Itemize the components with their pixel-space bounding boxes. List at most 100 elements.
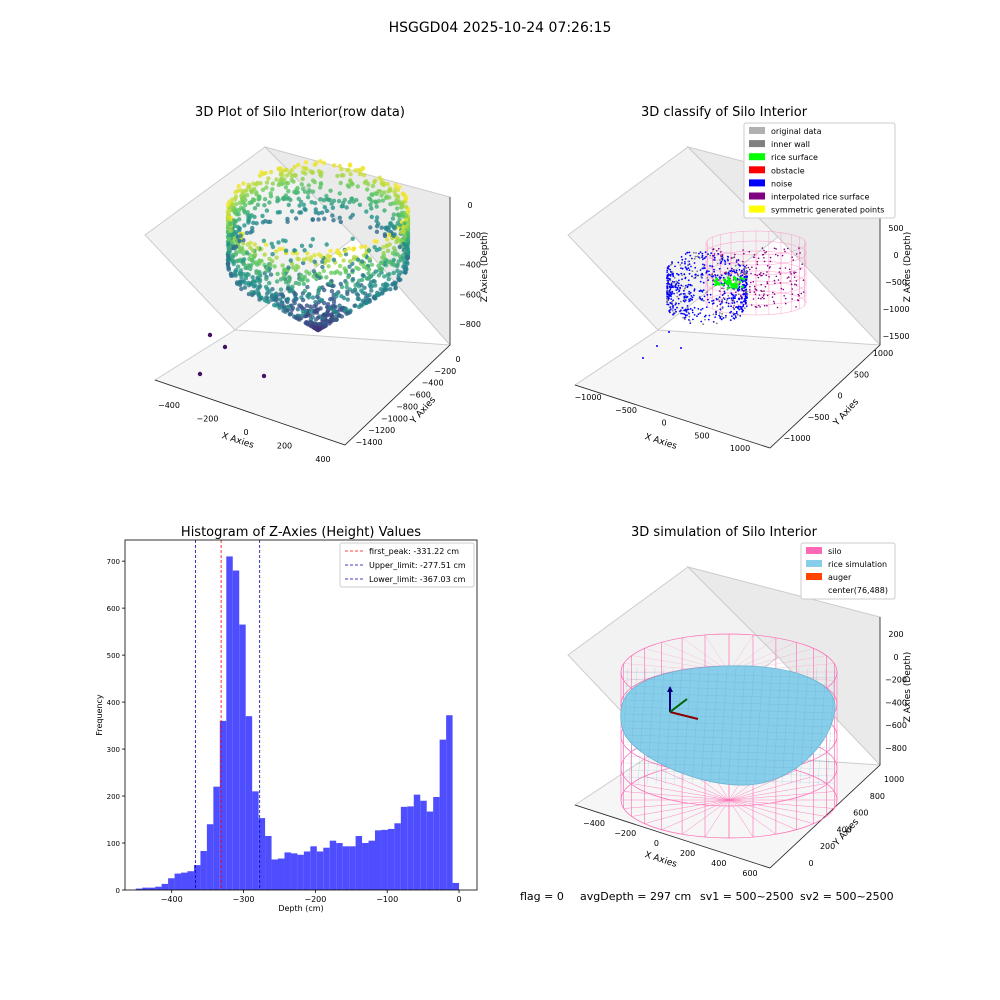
point [238, 233, 243, 238]
classified-point [732, 312, 735, 314]
rice-surface-point [727, 282, 730, 286]
histogram-bar [407, 806, 414, 890]
point [232, 220, 237, 225]
interpolated-point [720, 251, 722, 253]
rice-surface-point [734, 277, 737, 281]
classified-point [681, 307, 684, 309]
interpolated-point [755, 306, 758, 308]
mesh-line [754, 667, 764, 785]
point [335, 173, 340, 179]
mesh-line [799, 667, 809, 785]
point [330, 213, 335, 218]
interpolated-point [757, 276, 760, 279]
classified-point [666, 271, 668, 273]
point [301, 260, 306, 266]
classified-point [713, 256, 716, 259]
point [313, 207, 318, 212]
point [245, 251, 250, 256]
point [362, 285, 367, 290]
point [250, 248, 256, 253]
point [331, 218, 336, 223]
classified-point [669, 284, 671, 286]
point [270, 187, 275, 192]
mesh-line [718, 667, 728, 785]
legend-label: first_peak: -331.22 cm [369, 547, 459, 556]
classified-point [706, 293, 709, 296]
classified-point [734, 297, 736, 300]
point [313, 161, 319, 166]
point [282, 177, 287, 182]
y-tick-label: 400 [107, 699, 120, 707]
classified-point [708, 270, 710, 273]
classified-point [736, 300, 738, 303]
point [382, 233, 388, 239]
classified-point [676, 292, 678, 294]
classified-point [669, 273, 672, 276]
classified-point [686, 251, 689, 254]
panel4-legend-box [800, 542, 896, 600]
interpolated-point [753, 256, 755, 259]
panel4-x-tick-label: 200 [680, 849, 695, 858]
classified-point [744, 292, 746, 295]
classified-point [713, 270, 715, 273]
classified-point [743, 283, 745, 286]
point [352, 287, 358, 292]
mesh-line [700, 667, 710, 785]
panel1-y-tick-label: 0 [455, 355, 460, 364]
point [405, 255, 410, 261]
histogram-bar [142, 887, 149, 890]
panel2-z-tick-label: −500 [885, 278, 907, 287]
point [292, 172, 297, 178]
panel4-x-tick-label: 0 [654, 839, 659, 848]
classified-point [724, 273, 727, 275]
point [387, 272, 392, 277]
panel4-y-tick-label: 0 [808, 859, 813, 868]
silo-floor-spoke [623, 799, 730, 809]
classified-point [729, 270, 732, 272]
classified-point [704, 267, 706, 270]
panel2-y-tick-label: 500 [854, 370, 869, 379]
classified-point [669, 277, 671, 280]
point [322, 216, 327, 221]
point [400, 191, 406, 196]
classified-point [735, 261, 738, 263]
point [302, 288, 307, 294]
mesh-line [624, 699, 835, 707]
point [356, 167, 361, 173]
point [397, 277, 402, 283]
point [324, 304, 330, 310]
classified-point [737, 259, 740, 261]
interpolated-point [786, 247, 789, 250]
point [391, 233, 396, 238]
panel1-x-tick-label: 400 [315, 455, 330, 464]
legend-label: obstacle [771, 166, 805, 175]
point [360, 166, 366, 171]
interpolated-point [775, 275, 778, 278]
classified-point [696, 315, 698, 318]
interpolated-point [773, 279, 776, 282]
point [337, 163, 342, 169]
point [292, 290, 297, 296]
interpolated-point [784, 250, 786, 253]
classified-point [691, 284, 693, 287]
point [298, 199, 304, 204]
classified-point [744, 280, 746, 283]
interpolated-point [769, 256, 772, 259]
interpolated-point [733, 269, 735, 271]
histogram-bar [290, 853, 298, 890]
classified-point [745, 267, 748, 269]
interpolated-point [734, 253, 736, 256]
point [267, 200, 272, 205]
interpolated-point [716, 250, 718, 252]
point [282, 267, 287, 272]
point [284, 167, 289, 173]
point [283, 193, 289, 198]
point [306, 183, 311, 188]
point [404, 259, 410, 265]
classified-point [729, 311, 731, 314]
classified-point [671, 300, 673, 303]
classified-point [702, 323, 705, 326]
point [369, 214, 374, 220]
point [236, 212, 241, 217]
silo-floor-spoke [728, 799, 827, 817]
